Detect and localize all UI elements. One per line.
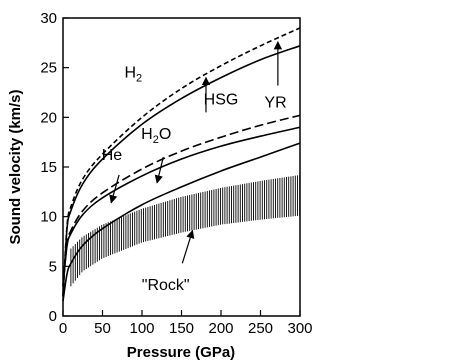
y-tick-label: 25 <box>40 60 57 77</box>
x-tick-label: 0 <box>59 320 67 337</box>
x-tick-label: 250 <box>248 320 273 337</box>
y-tick-label: 0 <box>49 308 57 325</box>
x-tick-label: 300 <box>287 320 312 337</box>
x-tick-label: 200 <box>208 320 233 337</box>
series-line-1 <box>62 27 301 297</box>
annotations: H2 HSG YR H2O He "Rock" <box>102 65 287 295</box>
he-arrow <box>109 174 120 204</box>
annotation-rock: "Rock" <box>142 277 190 294</box>
x-axis-title: Pressure (GPa) <box>127 344 235 361</box>
annotation-he: He <box>102 147 123 164</box>
rock-arrow <box>181 229 195 264</box>
annotation-h2: H2 <box>124 65 142 85</box>
x-tick-label: 100 <box>129 320 154 337</box>
y-tick-label: 5 <box>49 258 57 275</box>
x-tick-label: 150 <box>169 320 194 337</box>
h2o-arrow <box>154 156 164 184</box>
annotation-yr: YR <box>264 94 286 111</box>
y-tick-label: 10 <box>40 209 57 226</box>
axis-ticks: 0 50 100 150 200 250 300 0 5 10 15 20 25 30 <box>40 10 312 337</box>
annotation-h2o: H2O <box>141 126 171 146</box>
annotation-hsg: HSG <box>204 91 239 108</box>
y-tick-label: 20 <box>40 109 57 126</box>
y-tick-label: 30 <box>40 10 57 27</box>
rock-band <box>70 174 301 287</box>
annotation-arrows <box>109 41 283 264</box>
x-tick-label: 50 <box>94 320 111 337</box>
series-line-4 <box>62 126 301 287</box>
series-line-2 <box>62 45 301 297</box>
series-lines <box>62 27 301 302</box>
series-line-5 <box>62 142 301 302</box>
plot-frame <box>62 17 301 317</box>
y-axis-title: Sound velocity (km/s) <box>7 89 24 244</box>
rock-band-hatch <box>70 174 301 287</box>
y-tick-label: 15 <box>40 159 57 176</box>
